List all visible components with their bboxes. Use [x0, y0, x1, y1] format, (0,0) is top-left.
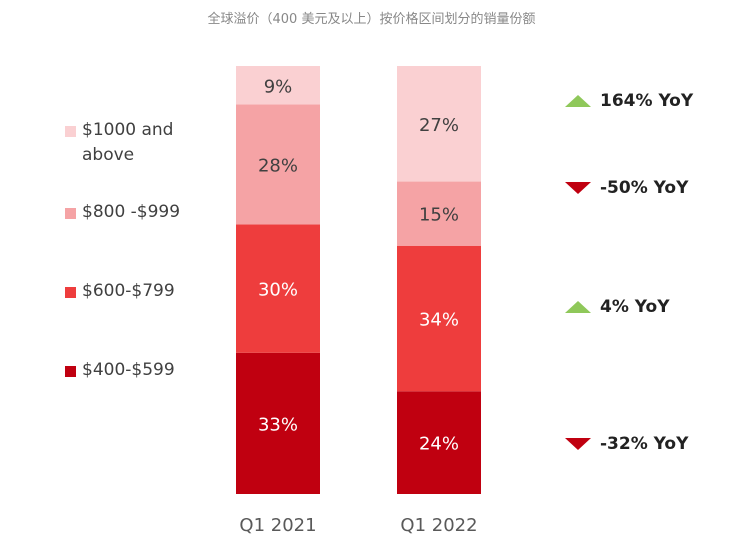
bar-segment: [397, 66, 481, 182]
data-label: 34%: [419, 310, 459, 331]
data-label: 27%: [419, 115, 459, 136]
bar-segment: [397, 245, 481, 392]
bar-segment: [236, 352, 320, 494]
data-label: 15%: [419, 205, 459, 226]
legend-label: $1000 and above: [82, 120, 174, 165]
yoy-annotation: 164% YoY: [565, 91, 693, 111]
legend-label: $600-$799: [82, 281, 175, 301]
legend-label: $800 -$999: [82, 202, 181, 222]
bar-segment: [397, 181, 481, 246]
triangle-up-icon: [565, 301, 591, 313]
yoy-label: -50% YoY: [600, 178, 689, 198]
yoy-annotation: 4% YoY: [565, 297, 670, 317]
data-label: 30%: [258, 280, 298, 301]
chart-title: 全球溢价（400 美元及以上）按价格区间划分的销量份额: [207, 12, 536, 27]
data-label: 33%: [258, 414, 298, 435]
yoy-label: 164% YoY: [600, 91, 694, 111]
data-label: 9%: [264, 76, 293, 97]
bar-segment: [236, 224, 320, 353]
triangle-down-icon: [565, 182, 591, 194]
legend-swatch: [65, 208, 76, 219]
legend-item: $600-$799: [65, 279, 182, 304]
triangle-up-icon: [565, 95, 591, 107]
yoy-annotation: -32% YoY: [565, 434, 688, 454]
legend-swatch: [65, 126, 76, 137]
data-label: 28%: [258, 155, 298, 176]
yoy-label: 4% YoY: [600, 297, 670, 317]
legend-swatch: [65, 366, 76, 377]
x-tick-label: Q1 2022: [400, 515, 477, 536]
bar-segment: [236, 66, 320, 105]
triangle-down-icon: [565, 438, 591, 450]
bar-segment: [397, 391, 481, 494]
yoy-annotation: -50% YoY: [565, 178, 688, 198]
legend-swatch: [65, 287, 76, 298]
bar-segment: [236, 104, 320, 225]
legend-item: $1000 and above: [65, 118, 182, 168]
yoy-label: -32% YoY: [600, 434, 689, 454]
data-label: 24%: [419, 434, 459, 455]
legend-item: $800 -$999: [65, 200, 182, 225]
legend-label: $400-$599: [82, 360, 175, 380]
legend-item: $400-$599: [65, 358, 182, 383]
x-tick-label: Q1 2021: [239, 515, 316, 536]
